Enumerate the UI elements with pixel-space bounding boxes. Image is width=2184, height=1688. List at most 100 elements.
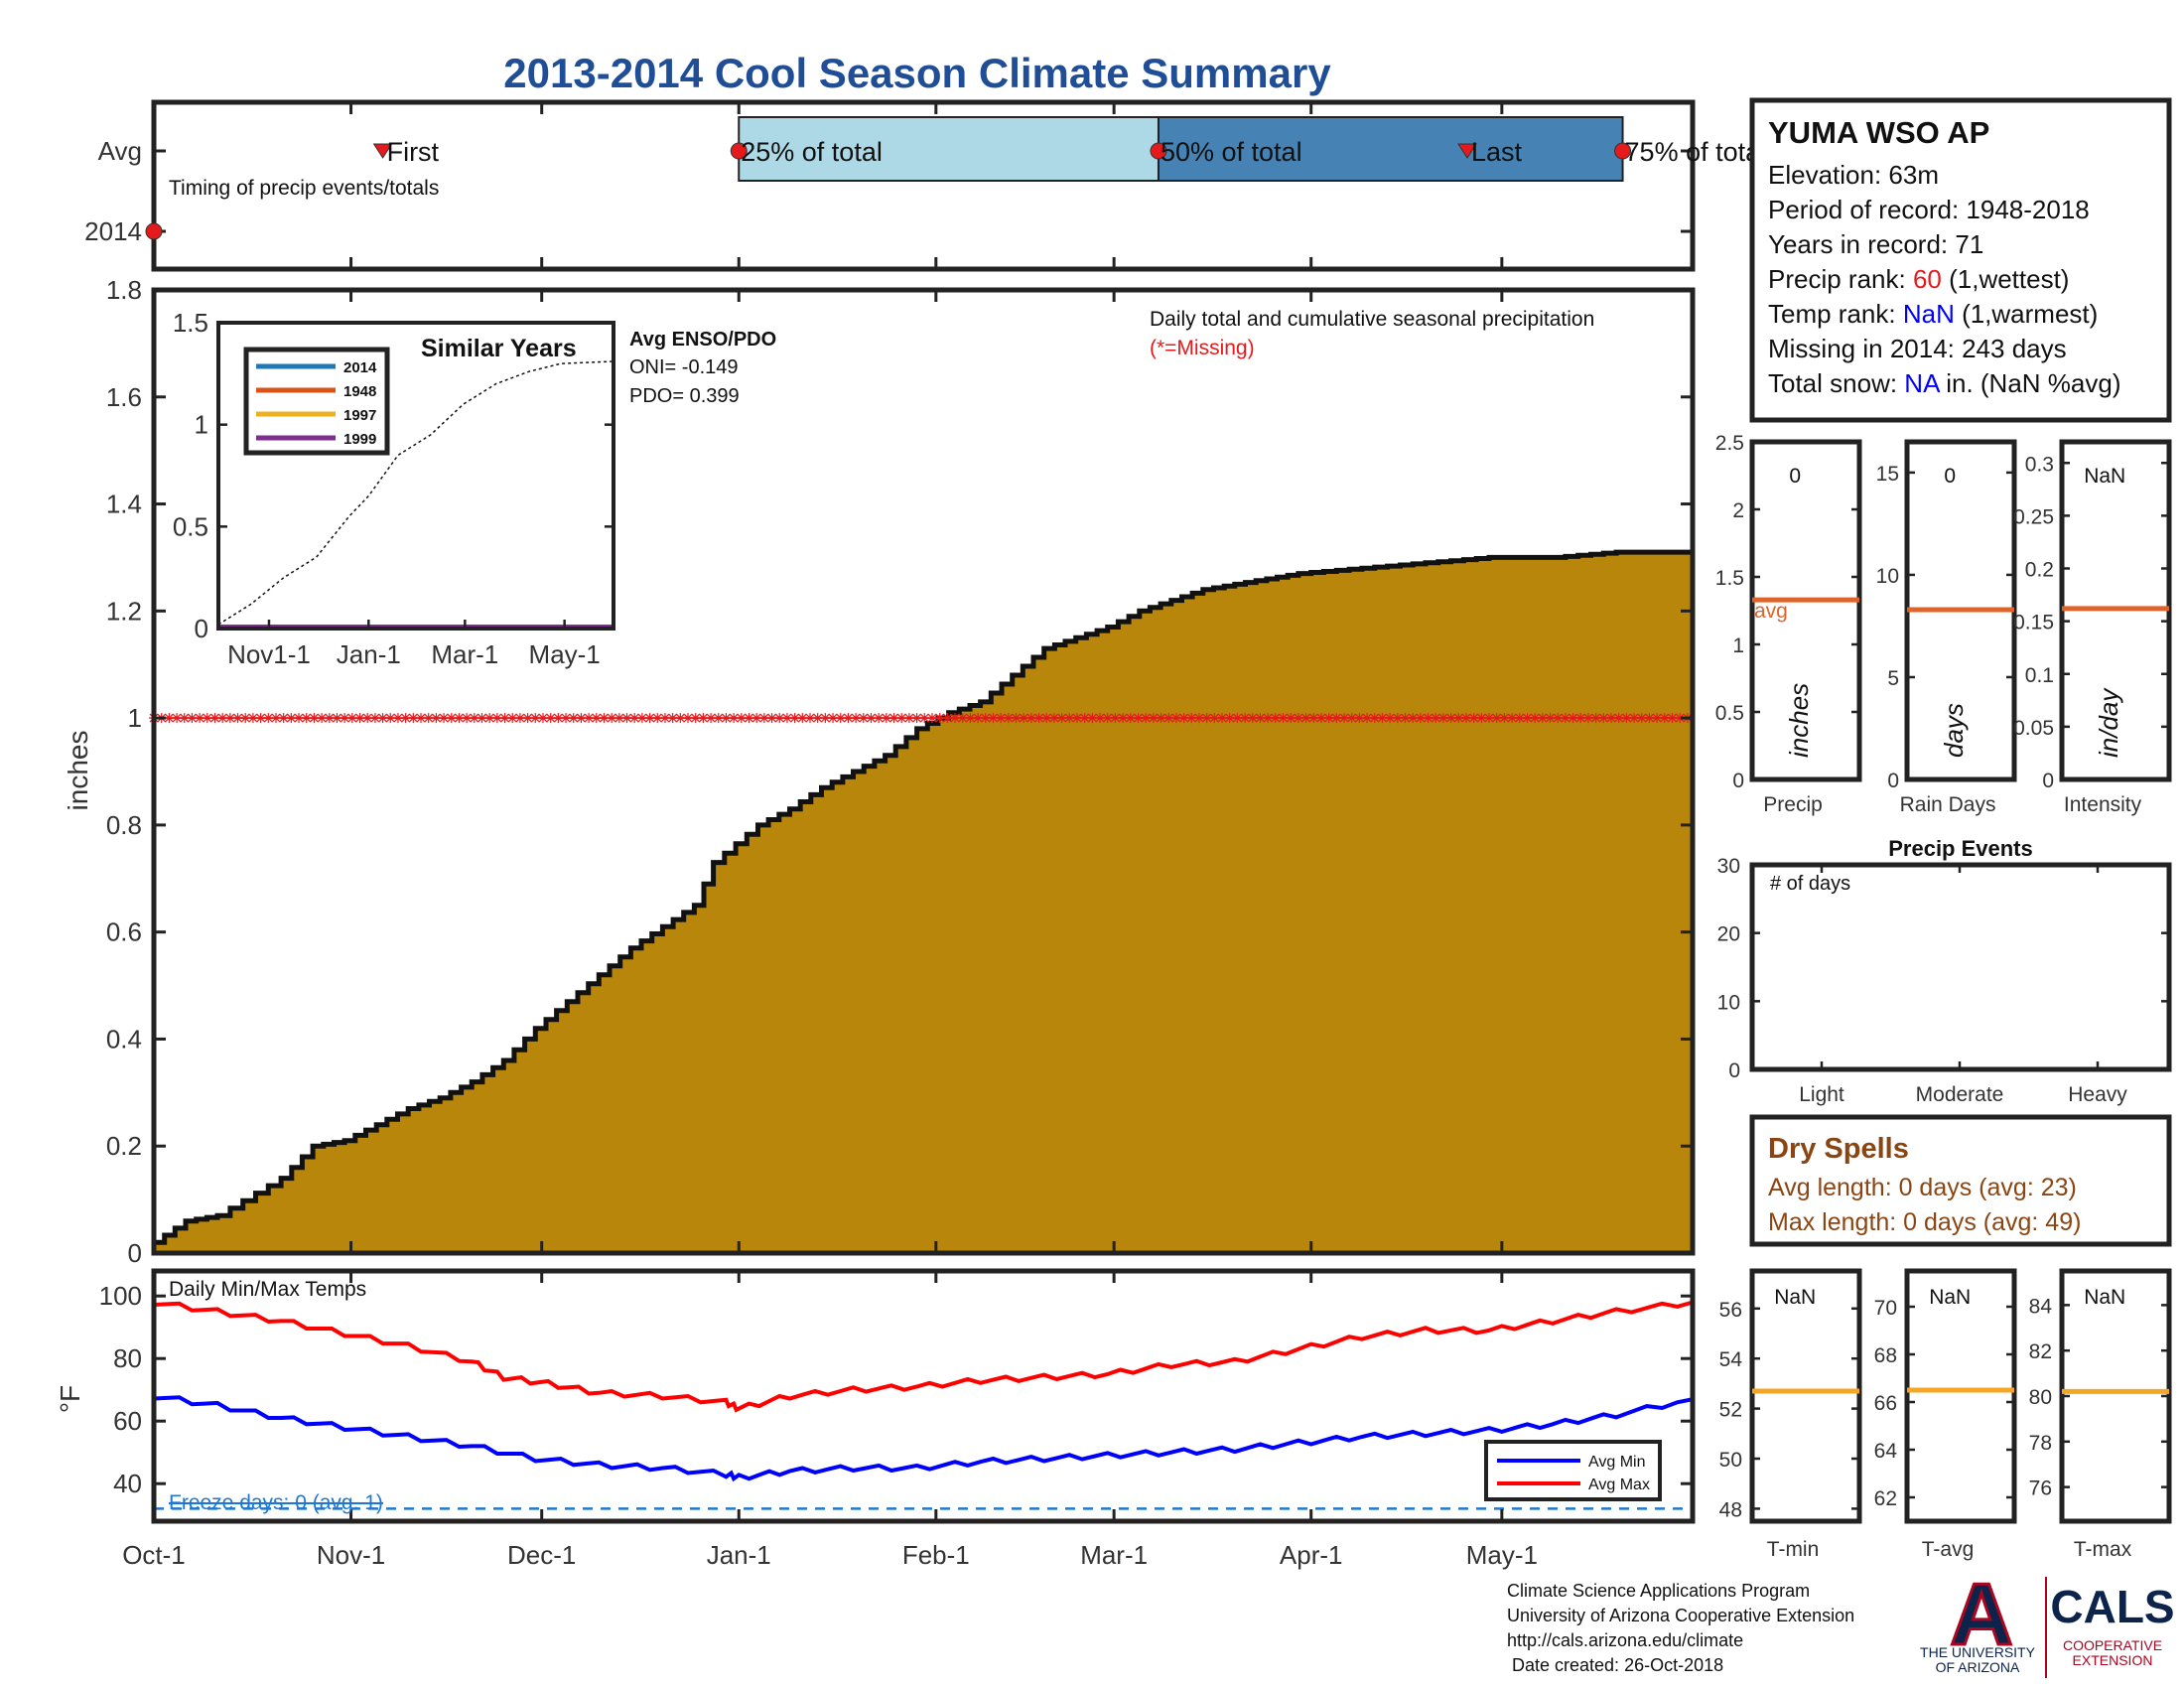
missing-marker xyxy=(1582,713,1593,724)
p25-label: 25% of total xyxy=(741,137,883,167)
inset-x-label: May-1 xyxy=(529,639,601,669)
missing-marker xyxy=(706,713,717,724)
footer-link[interactable]: http://cals.arizona.edu/climate xyxy=(1507,1630,1743,1650)
missing-marker xyxy=(209,713,220,724)
missing-marker xyxy=(1484,713,1495,724)
pdo-value: PDO= 0.399 xyxy=(629,385,740,407)
station-precip-rank: Precip rank: 60 (1,wettest) xyxy=(1768,264,2069,294)
timing-frame xyxy=(151,99,1696,272)
y-tick-label: 0 xyxy=(128,1238,142,1268)
timing-box-light xyxy=(738,116,1160,182)
missing-marker xyxy=(1522,713,1533,724)
missing-marker xyxy=(584,713,595,724)
mini-panel-y-label: 0.5 xyxy=(1715,702,1744,725)
missing-marker xyxy=(1064,713,1075,724)
temp-panel-frame xyxy=(1904,1268,2017,1524)
temp-y-label: 60 xyxy=(113,1406,142,1436)
temp-panel-y-label: 56 xyxy=(1719,1299,1742,1322)
missing-marker xyxy=(416,713,427,724)
missing-marker xyxy=(1423,713,1433,724)
missing-marker xyxy=(636,713,647,724)
temp-y-label: 80 xyxy=(113,1343,142,1373)
events-category-label: Heavy xyxy=(2068,1083,2127,1106)
missing-marker xyxy=(454,713,465,724)
temp-x-ticks: Oct-1 Nov-1 Dec-1 Jan-1 Feb-1 Mar-1 Apr-1 May-1 xyxy=(122,1271,1538,1570)
missing-marker xyxy=(614,713,624,724)
missing-marker xyxy=(1629,713,1640,724)
missing-marker xyxy=(240,713,251,724)
missing-marker xyxy=(477,713,487,724)
missing-marker xyxy=(675,713,686,724)
missing-marker xyxy=(462,713,473,724)
missing-marker xyxy=(1308,713,1319,724)
mini-panel-inches: 0 0.5 1 1.5 2 2.5 0 inches Precip avg xyxy=(1715,432,1862,816)
missing-marker xyxy=(919,713,930,724)
missing-marker xyxy=(1125,713,1136,724)
missing-marker xyxy=(232,713,243,724)
mini-panel-y-label: 0.25 xyxy=(2013,505,2054,528)
university-of-arizona-logo: A THE UNIVERSITY OF ARIZONA xyxy=(1920,1564,2036,1676)
missing-marker xyxy=(1019,713,1029,724)
cals-wordmark: CALS xyxy=(2050,1581,2174,1632)
missing-marker xyxy=(179,713,190,724)
missing-marker xyxy=(187,713,198,724)
freeze-days-label: Freeze days: 0 (avg. 1) xyxy=(169,1491,383,1514)
missing-marker xyxy=(1323,713,1334,724)
oni-value: ONI= -0.149 xyxy=(629,356,739,378)
mini-panel-label: Rain Days xyxy=(1900,793,1996,816)
temp-y-label: 40 xyxy=(113,1469,142,1498)
y-tick-label: 0.4 xyxy=(106,1024,142,1054)
missing-marker xyxy=(423,713,434,724)
missing-marker xyxy=(652,713,663,724)
missing-marker xyxy=(385,713,396,724)
missing-marker xyxy=(270,713,281,724)
x-axis-label: Nov-1 xyxy=(317,1540,385,1570)
missing-marker xyxy=(926,713,937,724)
y-tick-label: 0.2 xyxy=(106,1131,142,1161)
missing-marker xyxy=(369,713,380,724)
events-y-ticks: 0 10 20 30 xyxy=(1717,855,2169,1082)
missing-marker xyxy=(278,713,289,724)
missing-marker xyxy=(545,713,556,724)
missing-marker xyxy=(1460,713,1471,724)
enso-title: Avg ENSO/PDO xyxy=(629,329,776,351)
missing-marker xyxy=(607,713,617,724)
missing-marker xyxy=(843,713,854,724)
missing-marker xyxy=(881,713,891,724)
temp-panel-y-label: 80 xyxy=(2029,1386,2052,1409)
missing-marker xyxy=(537,713,548,724)
missing-marker xyxy=(1560,713,1570,724)
temp-panel-y-label: 68 xyxy=(1874,1344,1897,1367)
missing-marker xyxy=(286,713,297,724)
mini-panel-avg-label: avg xyxy=(1754,600,1788,623)
missing-marker xyxy=(751,713,762,724)
missing-marker xyxy=(973,713,984,724)
missing-marker xyxy=(1133,713,1144,724)
mini-panel-y-label: 10 xyxy=(1876,565,1899,588)
temp-panel-t-min: 48 50 52 54 56 NaN T-min xyxy=(1719,1268,1862,1561)
dry-spells-frame xyxy=(1749,1114,2172,1247)
mini-panel-value: NaN xyxy=(2084,465,2125,488)
missing-marker xyxy=(1224,713,1235,724)
inset-y-label: 1 xyxy=(195,410,208,440)
p50-label: 50% of total xyxy=(1160,137,1302,167)
missing-marker xyxy=(1667,713,1678,724)
missing-marker xyxy=(667,713,678,724)
precip-main-chart: 0 0.2 0.4 0.6 0.8 1 1.2 1.4 1.6 1.8 inches Daily … xyxy=(63,275,1696,1268)
mini-panel-y-label: 0.3 xyxy=(2025,453,2054,476)
missing-marker xyxy=(980,713,991,724)
mini-panel-unit: in/day xyxy=(2094,687,2123,758)
footer-line-2: University of Arizona Cooperative Extens… xyxy=(1507,1606,1854,1625)
missing-marker xyxy=(1514,713,1525,724)
missing-marker xyxy=(1041,713,1052,724)
inset-y-label: 0 xyxy=(195,614,208,643)
missing-marker xyxy=(957,713,968,724)
station-missing: Missing in 2014: 243 days xyxy=(1768,334,2067,363)
missing-marker xyxy=(1369,713,1380,724)
main-x-ticks xyxy=(152,290,1504,1253)
missing-marker xyxy=(1286,713,1297,724)
station-box xyxy=(1749,97,2172,423)
footer-date: Date created: 26-Oct-2018 xyxy=(1507,1655,1723,1675)
temp-panel-y-label: 52 xyxy=(1719,1399,1742,1422)
missing-marker xyxy=(996,713,1007,724)
